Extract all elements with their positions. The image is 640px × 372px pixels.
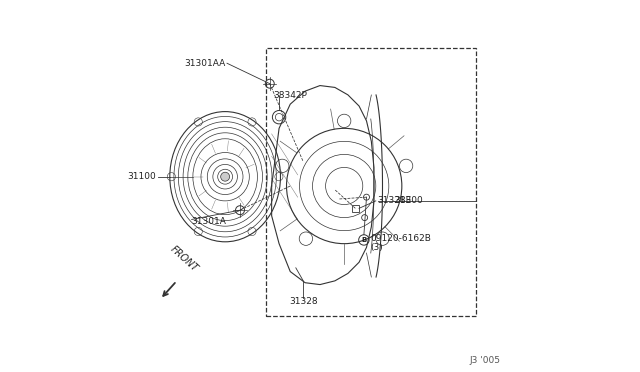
Text: J3 '005: J3 '005 (469, 356, 500, 365)
Text: 31328: 31328 (289, 297, 317, 306)
Text: 31300: 31300 (394, 196, 423, 205)
Text: 31328E: 31328E (378, 196, 412, 205)
Bar (266, 48, 476, 316)
Text: 31100: 31100 (127, 172, 156, 181)
Text: B: B (361, 237, 367, 243)
Bar (351, 205, 359, 212)
Text: 38342P: 38342P (273, 92, 307, 100)
Circle shape (221, 172, 230, 181)
Text: 09120-6162B: 09120-6162B (371, 234, 431, 243)
Text: 31301A: 31301A (191, 217, 227, 226)
Text: FRONT: FRONT (168, 244, 200, 273)
Text: (3): (3) (371, 243, 383, 252)
Text: 31301AA: 31301AA (184, 59, 225, 68)
